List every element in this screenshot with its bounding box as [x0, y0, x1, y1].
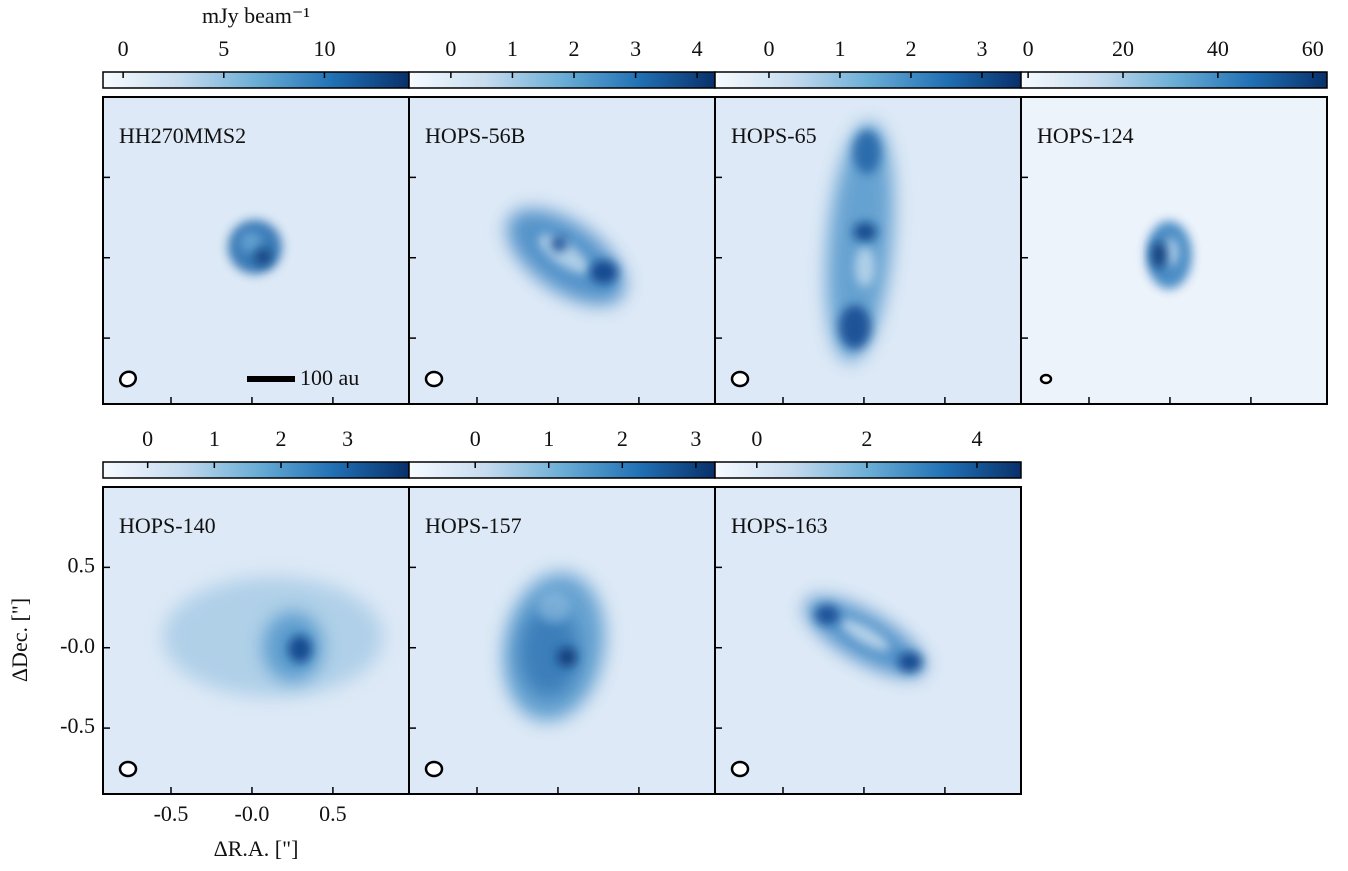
- beam: [424, 760, 444, 778]
- beam: [730, 760, 750, 778]
- panel-title: HOPS-157: [425, 513, 522, 538]
- y-tick-label: -0.0: [60, 633, 95, 658]
- colorbar-tick-label: 3: [976, 36, 987, 61]
- y-tick-label: -0.5: [60, 713, 95, 738]
- colorbar: [102, 461, 410, 479]
- panel: HOPS-140 -0.5 -0.0 0.5 0.5 -0.0 -0.5 0 1 2 3: [60, 426, 410, 826]
- y-tick-label: 0.5: [68, 552, 96, 577]
- scalebar: [247, 376, 295, 382]
- emission: [557, 647, 577, 667]
- colorbar-tick-label: 2: [861, 426, 872, 451]
- colorbar-tick-label: 0: [470, 426, 481, 451]
- emission: [855, 247, 875, 287]
- colorbar-tick-label: 0: [751, 426, 762, 451]
- panel-frame: [714, 486, 1022, 795]
- scalebar-label: 100 au: [300, 365, 359, 390]
- panel-title: HH270MMS2: [119, 123, 246, 148]
- panel-title: HOPS-140: [119, 513, 216, 538]
- beam: [730, 370, 750, 388]
- image: [103, 97, 409, 404]
- colorbar-tick-label: 2: [569, 36, 580, 61]
- colorbar-tick-label: 60: [1302, 36, 1324, 61]
- emission: [826, 122, 894, 362]
- panel: HOPS-157 0 1 2 3: [408, 426, 716, 795]
- panel: HOPS-56B 0 1 2 3 4: [408, 36, 716, 405]
- emission: [839, 305, 871, 349]
- emission: [1163, 238, 1179, 266]
- panel: HOPS-163 0 2 4: [714, 426, 1022, 795]
- colorbar-tick-label: 4: [971, 426, 982, 451]
- emission: [853, 222, 877, 242]
- colorbar-tick-label: 0: [118, 36, 129, 61]
- colorbar-tick-label: 0: [1023, 36, 1034, 61]
- colorbar-tick-label: 0: [142, 426, 153, 451]
- emission: [840, 619, 890, 651]
- colorbar-tick-label: 1: [834, 36, 845, 61]
- emission: [538, 591, 570, 623]
- panel: HOPS-124 0 20 40 60: [1020, 36, 1328, 405]
- beam: [424, 370, 444, 388]
- image: [103, 487, 409, 794]
- emission: [519, 607, 579, 697]
- beam: [1039, 373, 1053, 385]
- y-axis-label: ΔDec. ["]: [7, 598, 32, 682]
- colorbar: [714, 461, 1022, 479]
- emission: [240, 231, 262, 253]
- panel-title: HOPS-124: [1037, 123, 1134, 148]
- panel: HH270MMS2 100 au 0 5 10: [102, 36, 410, 405]
- panel-title: HOPS-163: [731, 513, 828, 538]
- colorbar-tick-label: 2: [276, 426, 287, 451]
- panel-title: HOPS-56B: [425, 123, 525, 148]
- colorbar-tick-label: 5: [218, 36, 229, 61]
- image: [409, 97, 715, 404]
- emission: [815, 605, 839, 625]
- emission: [853, 130, 881, 174]
- colorbar: [1020, 71, 1328, 89]
- colorbar: [408, 71, 716, 89]
- emission: [590, 260, 618, 284]
- colorbar-tick-label: 2: [617, 426, 628, 451]
- colorbar: [714, 71, 1022, 89]
- colorbar-tick-label: 4: [692, 36, 703, 61]
- colorbar-tick-label: 1: [209, 426, 220, 451]
- image: [715, 487, 1021, 794]
- x-tick-label: 0.5: [319, 801, 347, 826]
- x-tick-label: -0.0: [235, 801, 270, 826]
- colorbar-tick-label: 3: [690, 426, 701, 451]
- beam: [118, 760, 138, 778]
- colorbar-tick-label: 40: [1207, 36, 1229, 61]
- colorbar-label: mJy beam⁻¹: [202, 3, 310, 28]
- panel-frame: [1020, 96, 1328, 405]
- colorbar: [102, 71, 410, 89]
- colorbar: [408, 461, 716, 479]
- emission: [1151, 241, 1167, 269]
- colorbar-tick-label: 3: [630, 36, 641, 61]
- emission: [898, 652, 922, 672]
- beam: [118, 370, 138, 388]
- emission: [288, 635, 312, 663]
- panel: HOPS-65 0 1 2 3: [714, 36, 1022, 405]
- image: [1021, 97, 1327, 404]
- colorbar-tick-label: 2: [905, 36, 916, 61]
- x-axis-label: ΔR.A. ["]: [214, 836, 299, 861]
- image: [409, 487, 715, 794]
- colorbar-tick-label: 0: [763, 36, 774, 61]
- x-tick-label: -0.5: [154, 801, 189, 826]
- colorbar-tick-label: 20: [1112, 36, 1134, 61]
- emission: [551, 236, 567, 252]
- image: [715, 97, 1021, 404]
- emission: [254, 248, 272, 266]
- colorbar-tick-label: 1: [507, 36, 518, 61]
- colorbar-tick-label: 3: [342, 426, 353, 451]
- colorbar-tick-label: 0: [445, 36, 456, 61]
- panel-title: HOPS-65: [731, 123, 817, 148]
- colorbar-tick-label: 1: [543, 426, 554, 451]
- colorbar-tick-label: 10: [313, 36, 335, 61]
